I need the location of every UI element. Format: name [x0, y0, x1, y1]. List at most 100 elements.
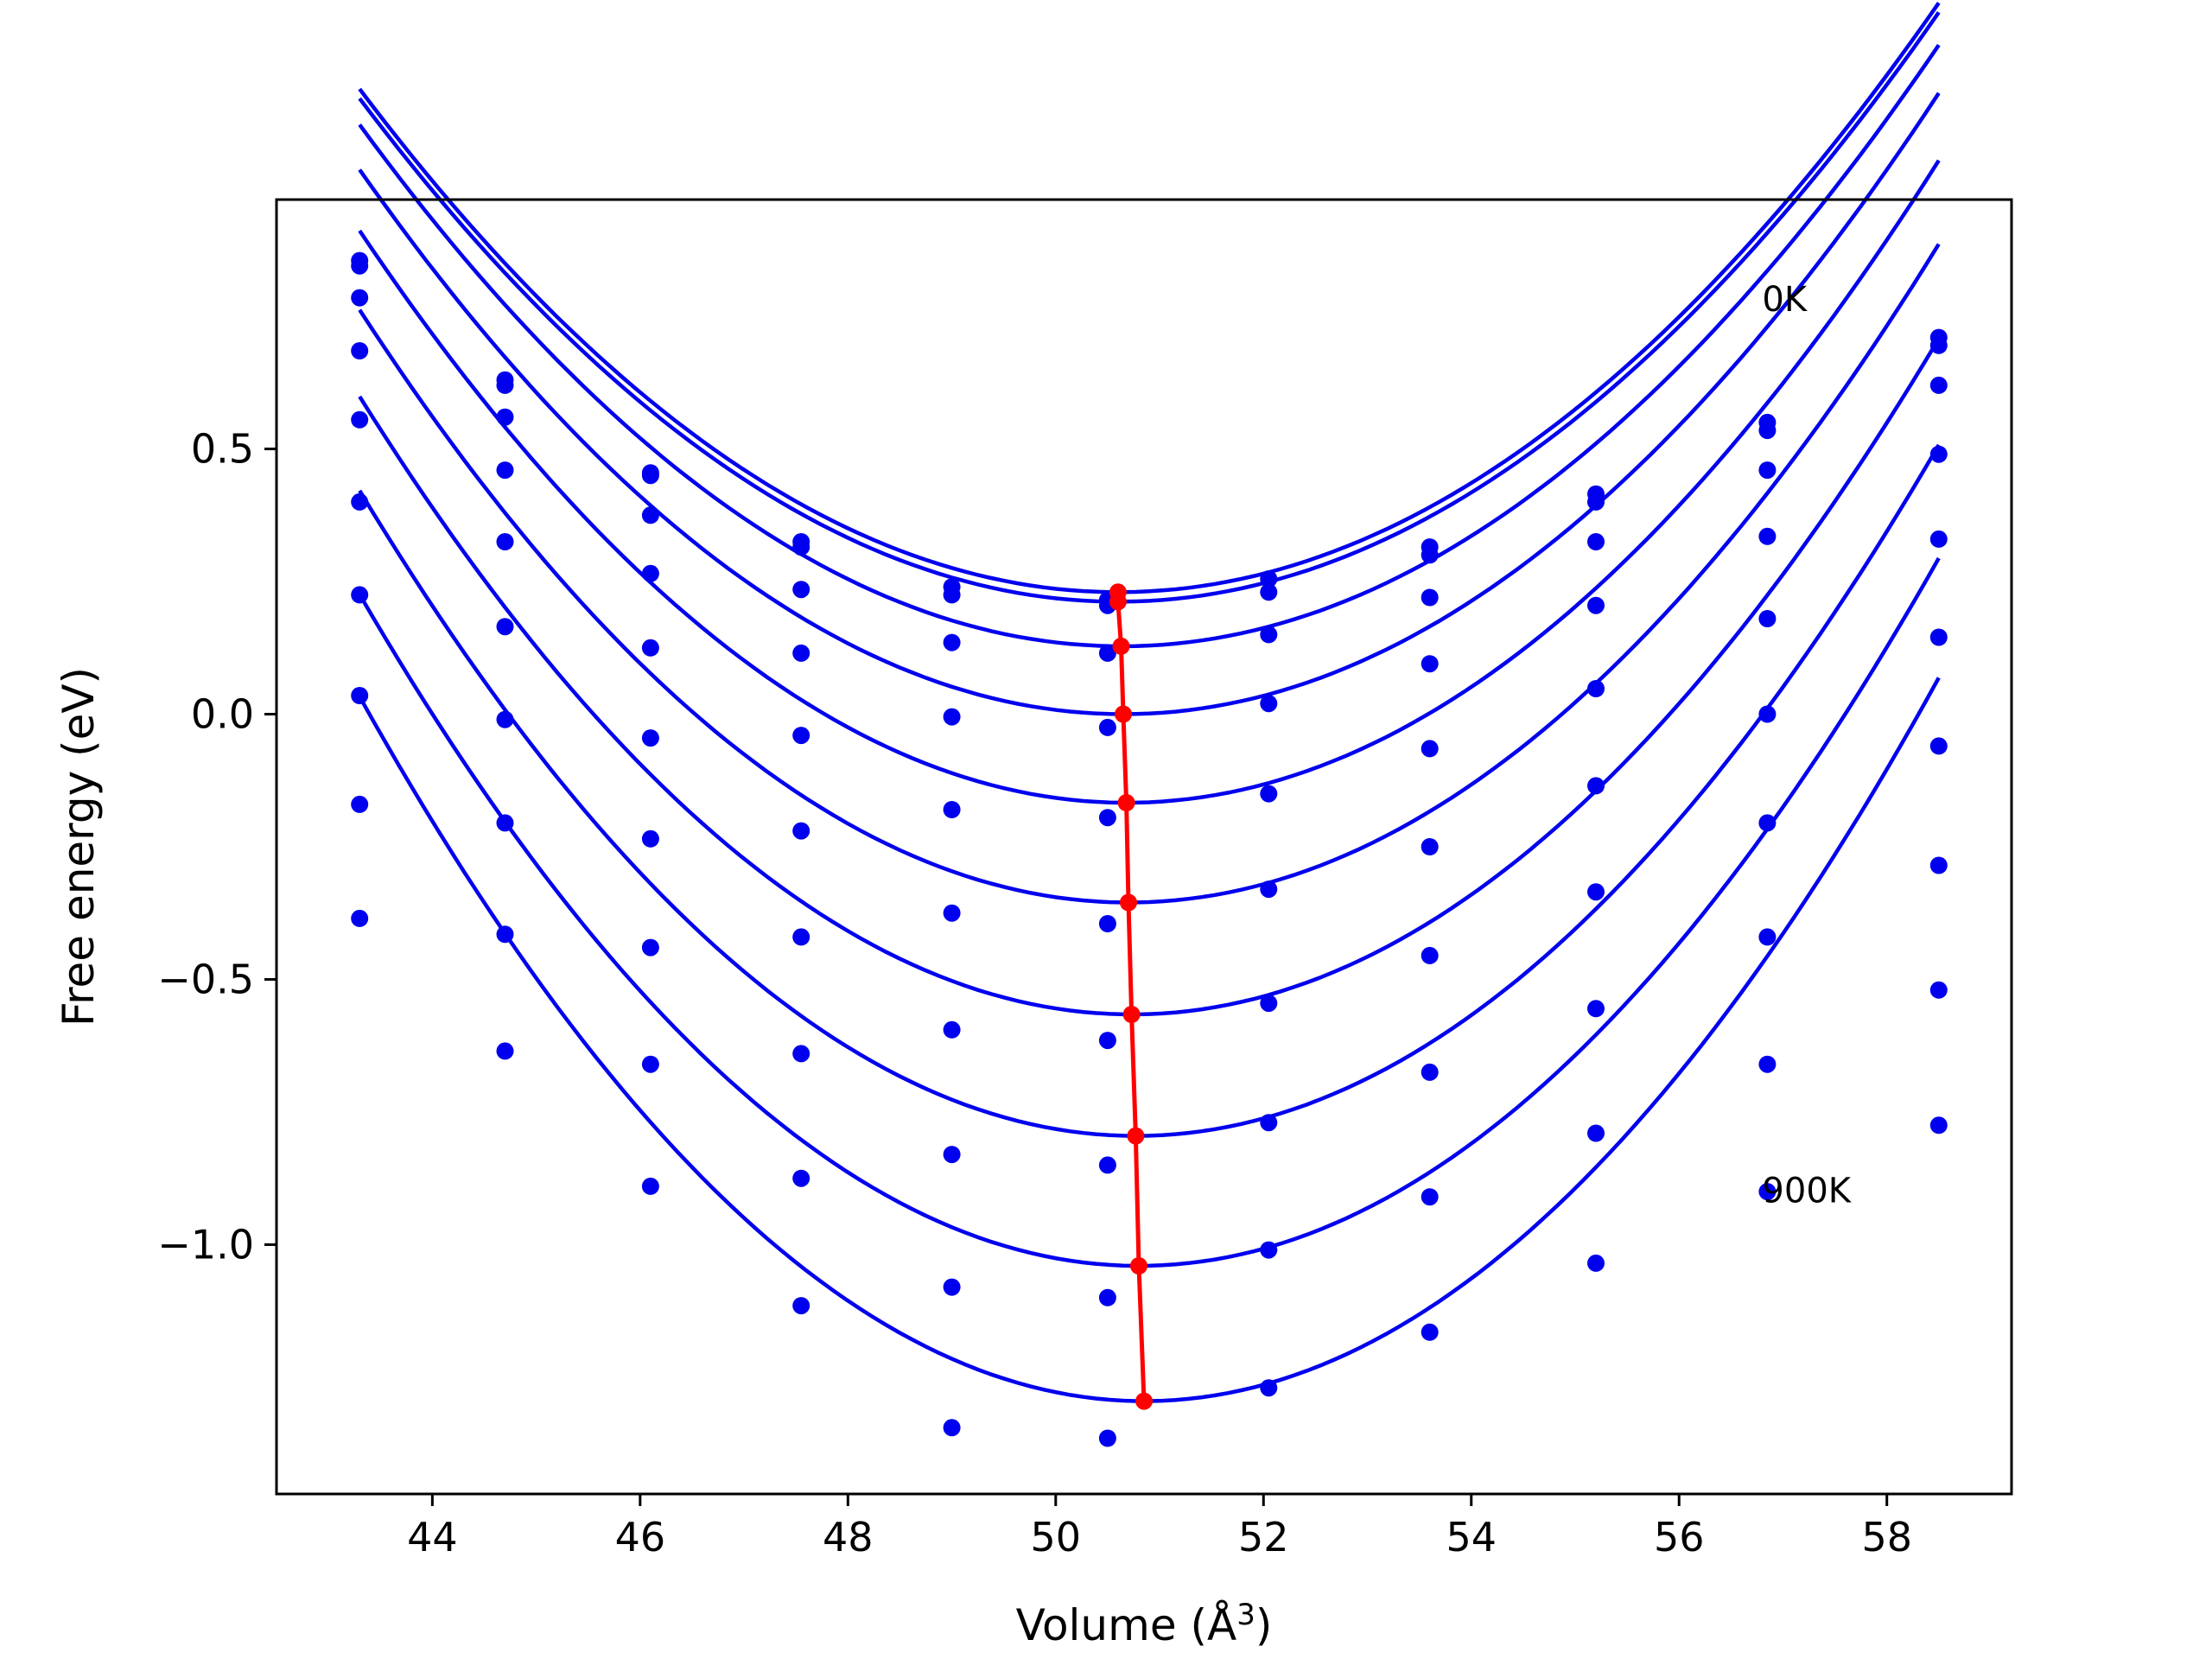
data-point: [1260, 695, 1278, 713]
data-point: [1098, 718, 1116, 736]
data-point: [1587, 533, 1605, 550]
data-point: [1929, 1116, 1948, 1135]
data-point: [1758, 422, 1777, 440]
data-point: [943, 1278, 961, 1296]
data-point: [496, 814, 514, 832]
plot-frame: [275, 198, 2013, 1496]
data-point: [351, 342, 369, 359]
data-point: [1098, 1032, 1116, 1050]
data-point: [792, 928, 810, 946]
minimum-point: [1130, 1257, 1147, 1274]
x-axis-label: Volume (Å3): [1016, 1598, 1273, 1650]
x-axis: 44 46 48 50 52 54 56 58: [407, 1494, 1912, 1560]
data-point: [1098, 1156, 1116, 1174]
data-point: [496, 1042, 514, 1060]
data-point: [1758, 527, 1777, 545]
data-point: [351, 909, 369, 927]
data-point: [1421, 740, 1439, 758]
data-point: [1587, 883, 1605, 901]
data-point: [351, 795, 369, 813]
annotations: 0K 900K: [1762, 280, 1852, 1211]
data-point: [792, 1297, 810, 1315]
data-point: [943, 1419, 961, 1437]
data-point: [351, 410, 369, 429]
data-point: [641, 564, 659, 582]
minima-line: [1116, 592, 1147, 1402]
data-point: [641, 1055, 659, 1073]
fit-curve-1: [358, 11, 1941, 604]
data-point: [1587, 1254, 1605, 1272]
x-tick-label: 48: [823, 1514, 874, 1560]
data-point: [496, 533, 514, 550]
x-tick-label: 44: [407, 1514, 458, 1560]
data-point: [641, 830, 659, 848]
data-point: [1587, 1000, 1605, 1018]
x-tick-label: 50: [1031, 1514, 1082, 1560]
y-tick-label: 0.0: [191, 691, 254, 738]
data-points: [351, 251, 1948, 1447]
data-point: [1260, 1379, 1278, 1397]
data-point: [351, 493, 369, 511]
data-point: [792, 581, 810, 599]
data-point: [943, 1146, 961, 1164]
fit-curve-8: [358, 556, 1941, 1268]
data-point: [1929, 737, 1948, 755]
data-point: [1098, 1429, 1116, 1447]
data-point: [1929, 445, 1948, 463]
data-point: [1929, 628, 1948, 646]
data-point: [1587, 680, 1605, 697]
data-point: [641, 639, 659, 657]
x-tick-label: 46: [615, 1514, 666, 1560]
minimum-point: [1109, 593, 1127, 611]
data-point: [641, 506, 659, 524]
data-point: [1098, 915, 1116, 932]
fit-curve-4: [358, 159, 1941, 805]
data-point: [496, 618, 514, 636]
fit-curve-0: [358, 2, 1941, 594]
data-point: [351, 586, 369, 604]
minimum-point: [1120, 893, 1137, 912]
annotation-label: 0K: [1762, 280, 1808, 320]
data-point: [1098, 809, 1116, 827]
y-tick-label: −0.5: [157, 956, 254, 1002]
fit-curve-9: [358, 677, 1941, 1403]
data-point: [1587, 493, 1605, 511]
data-point: [351, 289, 369, 307]
data-point: [496, 376, 514, 394]
data-point: [792, 1045, 810, 1063]
data-point: [496, 408, 514, 426]
data-point: [792, 727, 810, 745]
data-point: [1758, 610, 1777, 627]
minimum-point: [1135, 1392, 1153, 1410]
data-point: [641, 729, 659, 747]
x-tick-label: 56: [1654, 1514, 1705, 1560]
data-point: [1758, 814, 1777, 832]
data-point: [1260, 880, 1278, 899]
data-point: [1260, 570, 1278, 588]
data-point: [641, 467, 659, 485]
data-point: [943, 904, 961, 922]
data-point: [1929, 376, 1948, 394]
minimum-point: [1122, 1006, 1141, 1023]
minimum-point: [1127, 1127, 1145, 1145]
data-point: [496, 710, 514, 728]
data-point: [1929, 981, 1948, 999]
data-point: [943, 633, 961, 652]
data-point: [792, 538, 810, 556]
fit-curve-2: [358, 43, 1941, 649]
data-point: [1421, 1323, 1439, 1341]
fit-curve-6: [358, 337, 1941, 1017]
data-point: [1929, 530, 1948, 548]
annotation-label: 900K: [1762, 1171, 1852, 1211]
data-point: [1421, 655, 1439, 673]
data-point: [1260, 785, 1278, 803]
data-point: [1587, 596, 1605, 614]
data-point: [1929, 856, 1948, 874]
data-point: [351, 687, 369, 704]
data-point: [1758, 461, 1777, 480]
data-point: [1260, 995, 1278, 1013]
data-point: [1260, 626, 1278, 644]
x-tick-label: 58: [1861, 1514, 1912, 1560]
y-tick-label: 0.5: [191, 426, 254, 473]
data-point: [641, 1177, 659, 1195]
